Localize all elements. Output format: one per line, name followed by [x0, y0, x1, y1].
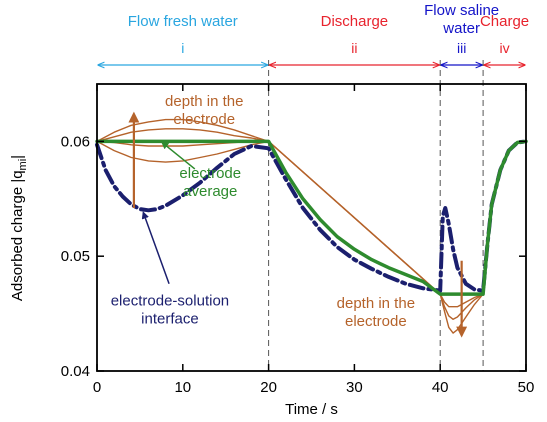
y-tick-label-2: 0.06 [61, 133, 90, 150]
annotation-electrode-average: electrode average [179, 165, 241, 200]
phase-flow-fresh-water-label: Flow fresh water [128, 13, 238, 30]
annotation-depth-bottom-line-1: depth in the [337, 295, 415, 312]
y-axis-label-sub: mi [17, 159, 29, 171]
series-electrode-solution-interface [95, 139, 528, 293]
annotation-depth-bottom-line-2: electrode [345, 313, 407, 330]
pointer-interface [141, 211, 170, 285]
y-tick-label-1: 0.05 [61, 248, 90, 265]
phase-header: Flow fresh water i Discharge ii Flow salinew… [98, 2, 529, 65]
x-tick-label-40: 40 [432, 379, 449, 396]
x-tick-label-30: 30 [346, 379, 363, 396]
annotation-depth-top-line-2: electrode [173, 111, 235, 128]
phase-discharge-label: Discharge [321, 13, 389, 30]
phase-flow-saline-water-label-line-1: Flow saline [424, 2, 499, 19]
series-depth-in-the-electrode-4 [96, 140, 270, 163]
phase-boundary-lines [268, 60, 484, 371]
x-tick-label-0: 0 [93, 379, 101, 396]
series-electrode-average [95, 139, 528, 296]
phase-charge-numeral: iv [499, 40, 509, 56]
series-depth-in-the-electrode-2 [96, 128, 484, 320]
x-tick-label-10: 10 [174, 379, 191, 396]
series-group [95, 118, 528, 334]
phase-discharge-numeral: ii [351, 40, 357, 56]
phase-flow-saline-water-label-line-2: water [442, 20, 480, 37]
phase-flow-fresh-water-numeral: i [181, 40, 184, 56]
y-axis-label-main: Adsorbed charge |q [9, 170, 26, 301]
y-tick-label-0: 0.04 [61, 363, 90, 380]
annotation-electrode-average-line-1: electrode [179, 165, 241, 182]
phase-charge-label: Charge [480, 13, 529, 30]
y-axis-label: Adsorbed charge |qmi| [9, 155, 29, 301]
annotation-interface: electrode-solution interface [111, 293, 229, 328]
annotation-interface-line-1: electrode-solution [111, 293, 229, 310]
plot-frame [96, 83, 527, 372]
y-axis-label-end: | [9, 155, 26, 159]
axes-group: 0 10 20 30 40 50 0.04 0.05 0.06 [61, 84, 535, 396]
annotation-electrode-average-line-2: average [183, 183, 237, 200]
annotation-depth-top: depth in the electrode [165, 93, 243, 128]
phase-flow-saline-water-numeral: iii [457, 40, 466, 56]
annotation-depth-bottom: depth in the electrode [337, 295, 415, 330]
annotation-depth-top-line-1: depth in the [165, 93, 243, 110]
x-tick-label-50: 50 [518, 379, 535, 396]
x-axis-label: Time / s [285, 401, 338, 418]
pointer-average [161, 141, 196, 170]
annotation-interface-line-2: interface [141, 311, 199, 328]
x-tick-label-20: 20 [260, 379, 277, 396]
